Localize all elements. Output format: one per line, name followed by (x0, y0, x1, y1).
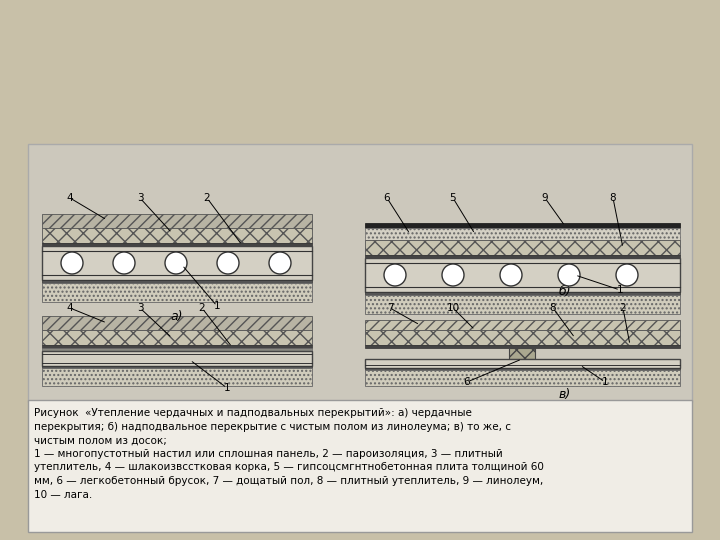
Circle shape (165, 252, 187, 274)
Bar (365, 223, 680, 228)
Bar (42, 330, 312, 345)
Bar (42, 214, 312, 228)
Bar (365, 295, 680, 314)
Bar (42, 243, 312, 246)
Bar (365, 292, 680, 295)
Text: 8: 8 (549, 303, 557, 313)
Circle shape (384, 264, 406, 286)
Bar (365, 359, 680, 368)
Circle shape (558, 264, 580, 286)
Text: 2: 2 (620, 303, 626, 313)
Text: а): а) (171, 310, 184, 323)
Text: 1: 1 (224, 383, 230, 393)
Circle shape (616, 264, 638, 286)
Text: 6: 6 (384, 193, 390, 203)
Text: 3: 3 (137, 303, 143, 313)
Bar (42, 345, 312, 348)
Text: 2: 2 (199, 303, 205, 313)
Bar (365, 258, 680, 292)
Bar (42, 316, 312, 330)
Bar (42, 366, 312, 368)
Text: Рисунок  «Утепление чердачных и падподвальных перекрытий»: а) чердачные
перекрыт: Рисунок «Утепление чердачных и падподвал… (34, 408, 544, 500)
Text: 8: 8 (610, 193, 616, 203)
Circle shape (113, 252, 135, 274)
Text: 1: 1 (617, 285, 624, 295)
Bar (365, 345, 680, 348)
Text: 7: 7 (387, 303, 393, 313)
Bar (42, 228, 312, 243)
Circle shape (442, 264, 464, 286)
Bar (42, 351, 312, 366)
Bar (42, 348, 312, 351)
Circle shape (61, 252, 83, 274)
Bar (365, 330, 680, 345)
Bar (28, 144, 692, 402)
Circle shape (217, 252, 239, 274)
Bar (42, 283, 312, 302)
Bar (42, 280, 312, 283)
Text: 1: 1 (602, 377, 608, 387)
Bar (365, 370, 680, 386)
Text: 10: 10 (446, 303, 459, 313)
Bar (365, 228, 680, 240)
Circle shape (500, 264, 522, 286)
Bar (509, 348, 535, 359)
Text: 6: 6 (464, 377, 470, 387)
Text: 3: 3 (137, 193, 143, 203)
Bar (42, 368, 312, 386)
Text: в): в) (559, 388, 571, 401)
Bar (365, 240, 680, 255)
Text: 2: 2 (204, 193, 210, 203)
Bar (28, 400, 692, 532)
Text: б): б) (559, 285, 571, 298)
Text: 4: 4 (67, 303, 73, 313)
Text: 5: 5 (450, 193, 456, 203)
Bar (365, 320, 680, 330)
Bar (42, 246, 312, 280)
Bar (365, 368, 680, 370)
Circle shape (269, 252, 291, 274)
Text: 1: 1 (214, 301, 220, 311)
Bar (365, 255, 680, 258)
Text: 4: 4 (67, 193, 73, 203)
Text: 9: 9 (541, 193, 549, 203)
